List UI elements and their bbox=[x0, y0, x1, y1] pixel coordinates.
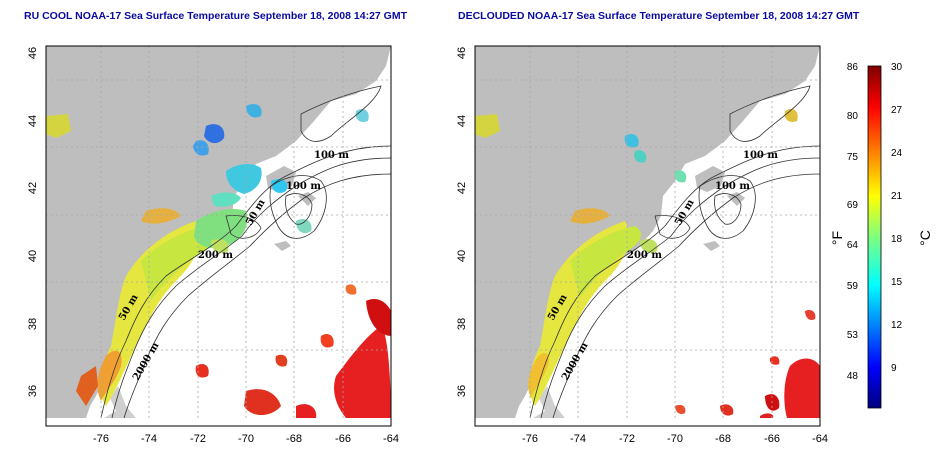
lat-tick-label: 46 bbox=[27, 47, 39, 59]
fahrenheit-unit-label: °F bbox=[829, 231, 845, 245]
colorbar-celsius-ticks: 30 27 24 21 18 15 12 9 bbox=[891, 62, 903, 374]
right-lon-tick-labels: -76 -74 -72 -70 -68 -66 -64 bbox=[522, 433, 828, 445]
right-contour-label: 100 m bbox=[743, 150, 778, 161]
celsius-tick-label: 30 bbox=[891, 62, 903, 73]
fahrenheit-tick-label: 80 bbox=[847, 111, 859, 122]
fahrenheit-tick-label: 48 bbox=[847, 371, 859, 382]
lat-tick-label: 38 bbox=[456, 318, 468, 330]
fahrenheit-tick-label: 69 bbox=[847, 200, 859, 211]
lon-tick-label: -74 bbox=[141, 433, 157, 445]
left-contour-label: 100 m bbox=[286, 181, 321, 192]
right-contour-label: 200 m bbox=[627, 250, 662, 261]
lat-tick-label: 46 bbox=[456, 47, 468, 59]
lat-tick-label: 42 bbox=[456, 182, 468, 194]
colorbar-fahrenheit-ticks: 86 80 75 69 64 59 53 48 bbox=[847, 62, 859, 382]
lon-tick-label: -64 bbox=[383, 433, 399, 445]
lat-tick-label: 38 bbox=[27, 318, 39, 330]
lon-tick-label: -72 bbox=[190, 433, 206, 445]
celsius-tick-label: 21 bbox=[891, 191, 903, 202]
celsius-tick-label: 27 bbox=[891, 105, 903, 116]
left-map-frame bbox=[45, 45, 392, 427]
lat-tick-label: 44 bbox=[27, 115, 39, 127]
lon-tick-label: -70 bbox=[238, 433, 254, 445]
left-map-panel: 100 m 100 m 50 m 200 m 50 m 2000 m -76 -… bbox=[27, 45, 399, 445]
lon-tick-label: -72 bbox=[619, 433, 635, 445]
right-map-frame bbox=[474, 45, 821, 427]
left-lat-tick-labels: 36 38 40 42 44 46 bbox=[27, 47, 39, 397]
right-lat-tick-labels: 36 38 40 42 44 46 bbox=[456, 47, 468, 397]
lat-tick-label: 44 bbox=[456, 115, 468, 127]
left-lon-tick-labels: -76 -74 -72 -70 -68 -66 -64 bbox=[93, 433, 399, 445]
lat-tick-label: 40 bbox=[27, 250, 39, 262]
celsius-tick-label: 15 bbox=[891, 277, 903, 288]
lon-tick-label: -66 bbox=[764, 433, 780, 445]
lon-tick-label: -70 bbox=[667, 433, 683, 445]
lat-tick-label: 36 bbox=[27, 385, 39, 397]
lon-tick-label: -64 bbox=[812, 433, 828, 445]
lat-tick-label: 36 bbox=[456, 385, 468, 397]
lon-tick-label: -76 bbox=[93, 433, 109, 445]
fahrenheit-tick-label: 86 bbox=[847, 62, 859, 73]
lon-tick-label: -76 bbox=[522, 433, 538, 445]
left-contour-label: 100 m bbox=[314, 150, 349, 161]
fahrenheit-tick-label: 53 bbox=[847, 330, 859, 341]
right-panel-title: DECLOUDED NOAA-17 Sea Surface Temperatur… bbox=[458, 10, 860, 22]
fahrenheit-tick-label: 64 bbox=[847, 240, 859, 251]
right-contour-label: 100 m bbox=[715, 181, 750, 192]
lon-tick-label: -68 bbox=[715, 433, 731, 445]
colorbar: 86 80 75 69 64 59 53 48 30 27 24 21 18 1… bbox=[829, 62, 933, 409]
left-contour-label: 200 m bbox=[198, 250, 233, 261]
celsius-tick-label: 18 bbox=[891, 234, 903, 245]
fahrenheit-tick-label: 75 bbox=[847, 152, 859, 163]
celsius-tick-label: 24 bbox=[891, 148, 903, 159]
celsius-tick-label: 12 bbox=[891, 320, 903, 331]
celsius-tick-label: 9 bbox=[891, 363, 897, 374]
colorbar-gradient bbox=[867, 65, 882, 409]
right-map-panel: 100 m 100 m 50 m 200 m 50 m 2000 m -76 -… bbox=[456, 45, 828, 445]
lon-tick-label: -66 bbox=[335, 433, 351, 445]
left-panel-title: RU COOL NOAA-17 Sea Surface Temperature … bbox=[24, 10, 408, 22]
celsius-unit-label: °C bbox=[917, 230, 933, 246]
fahrenheit-tick-label: 59 bbox=[847, 281, 859, 292]
lon-tick-label: -74 bbox=[570, 433, 586, 445]
lat-tick-label: 42 bbox=[27, 182, 39, 194]
lon-tick-label: -68 bbox=[286, 433, 302, 445]
lat-tick-label: 40 bbox=[456, 250, 468, 262]
left-sst-field bbox=[46, 104, 391, 418]
